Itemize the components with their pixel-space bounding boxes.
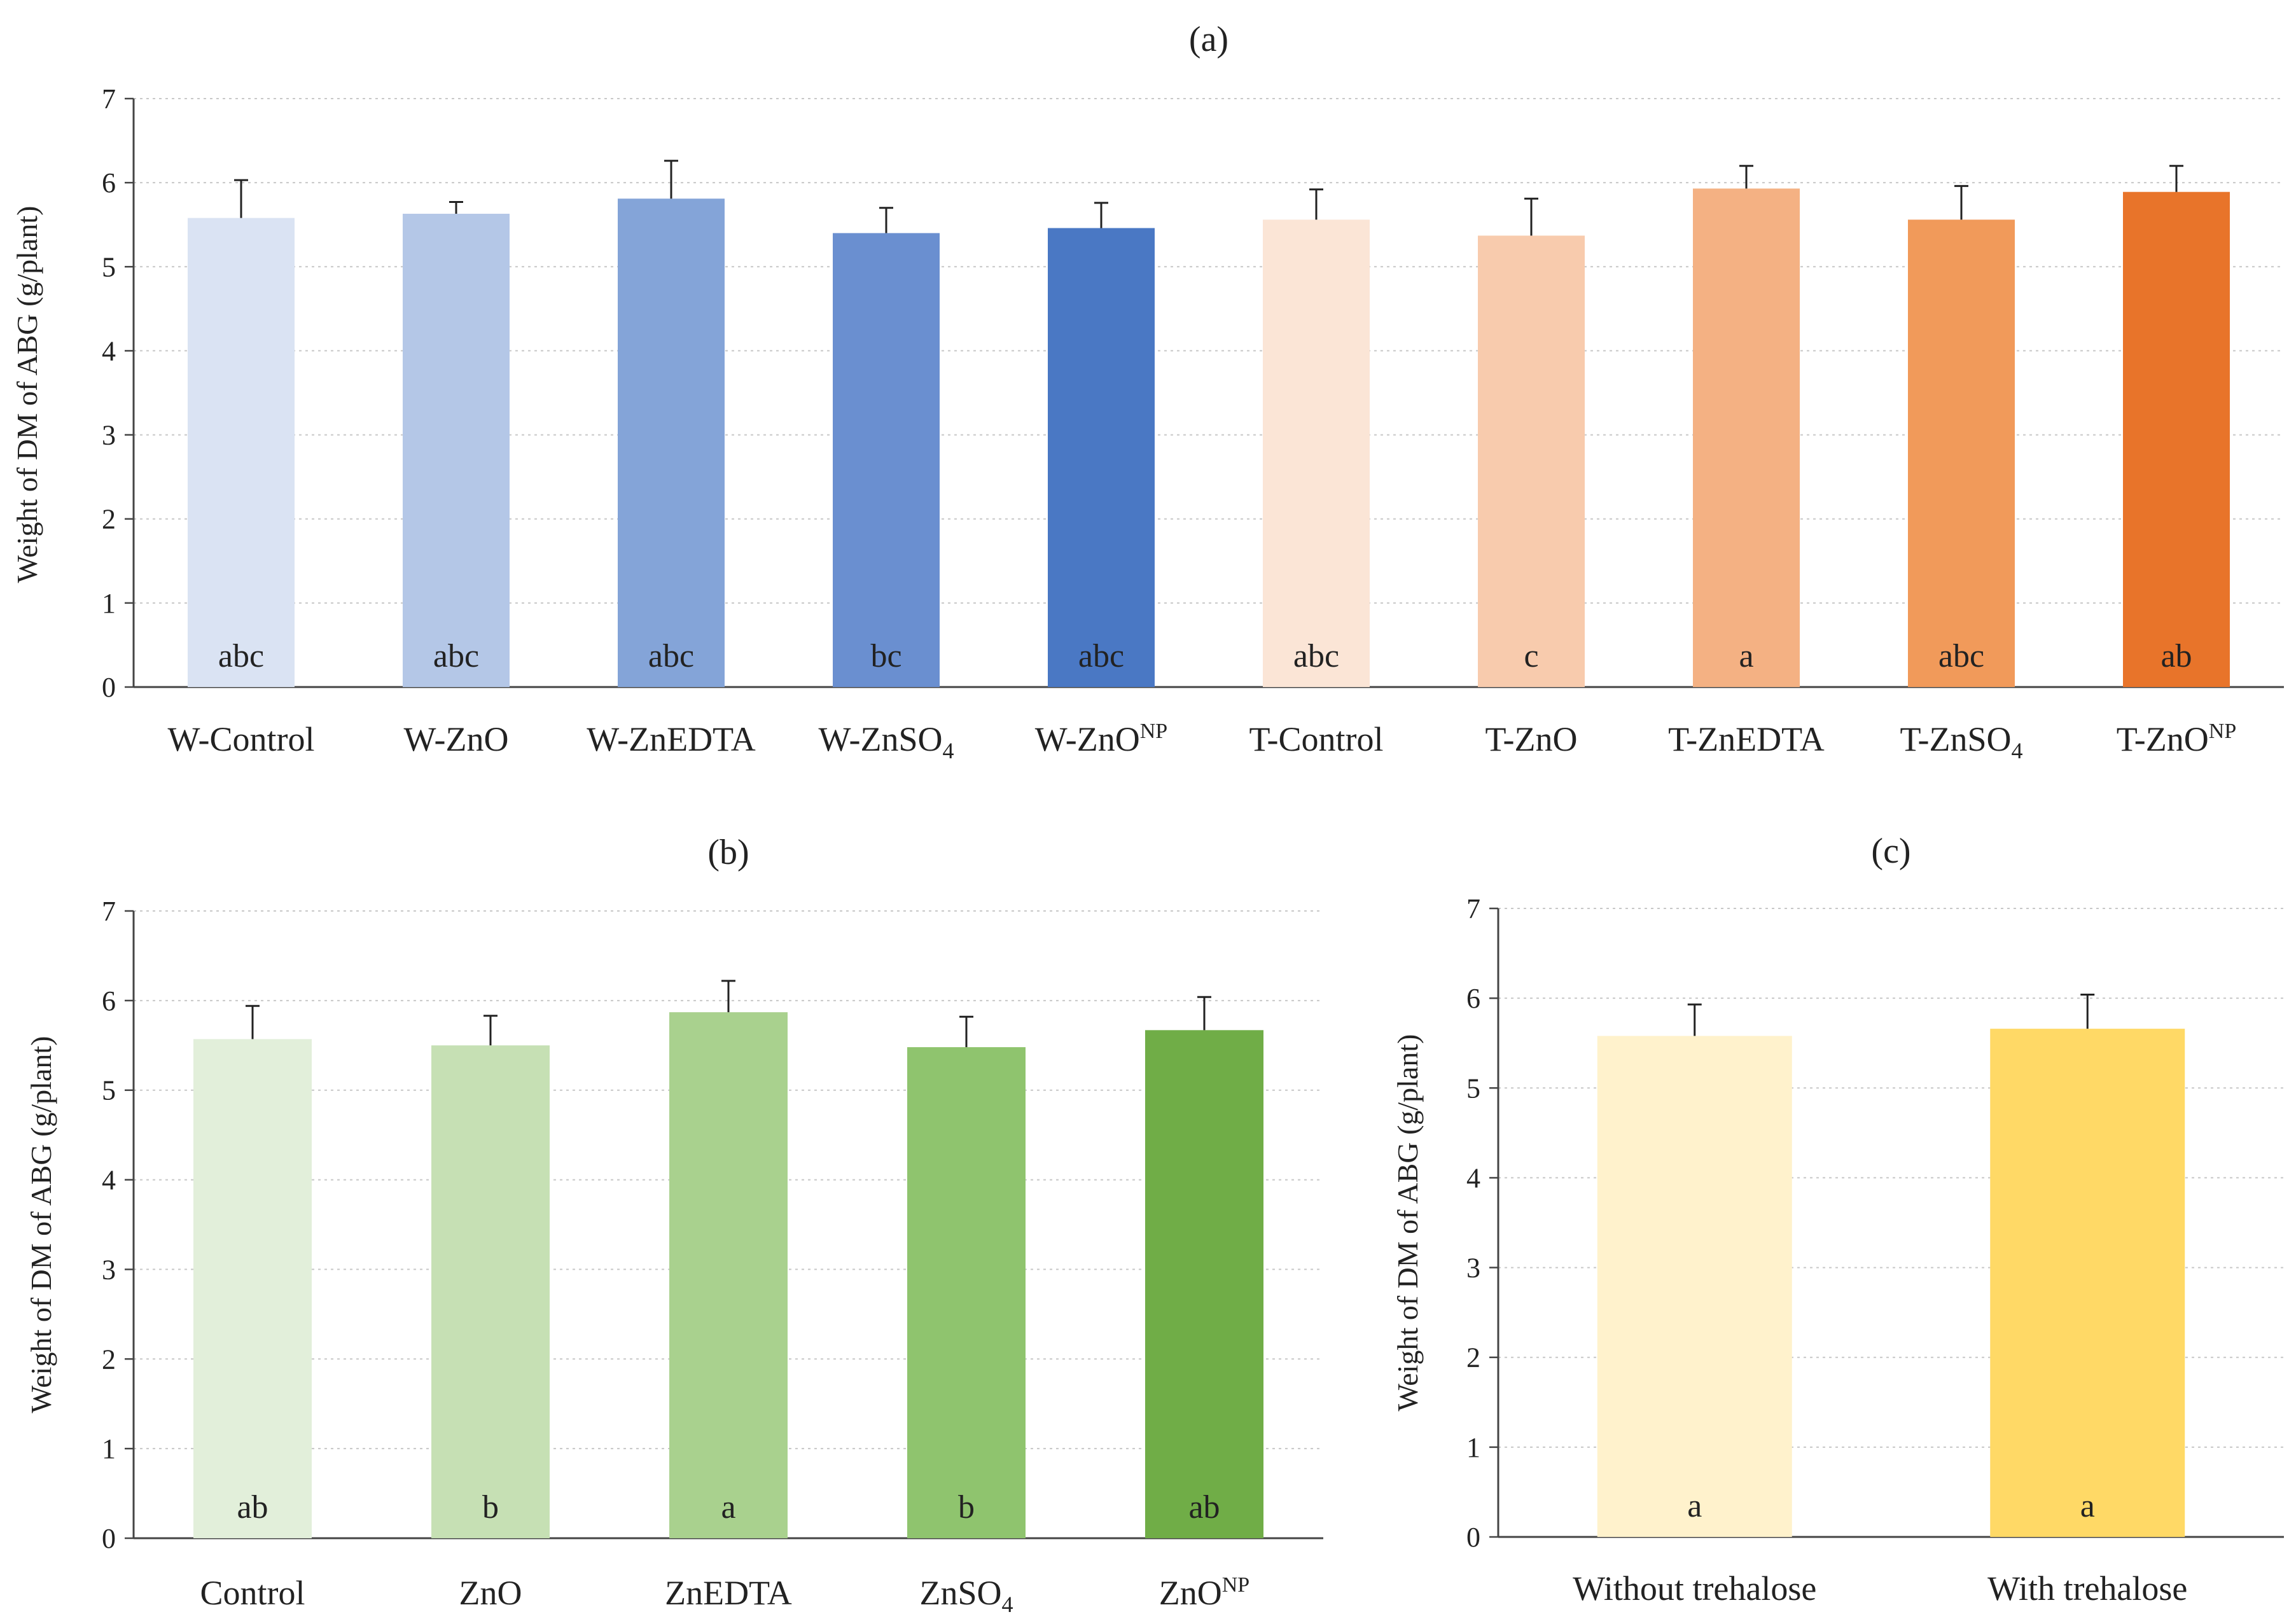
y-tick-label: 3 [1466,1253,1480,1284]
bar [193,1039,312,1538]
significance-label: b [482,1489,499,1525]
y-axis-label: Weight of DM of ABG (g/plant) [25,1036,57,1414]
bar [2123,191,2230,687]
y-tick-label: 4 [102,1165,116,1196]
significance-label: a [2080,1488,2095,1524]
x-tick-label: T-ZnO [1485,720,1578,758]
chart-panel-b: (b) 0 1 2 3 4 5 6 7 Weight of DM of ABG (g/plant)… [25,833,1323,1617]
y-tick-label: 2 [102,504,116,535]
significance-label: a [721,1489,735,1525]
chart-panel-a: (a) 0 1 2 3 4 5 6 7 Weight of DM of ABG (g/plant)… [11,20,2284,763]
x-tick-label: With trehalose [1987,1569,2187,1608]
y-tick-label: 1 [102,588,116,619]
panel-label: (a) [1189,20,1228,59]
significance-label: abc [648,638,694,674]
bar [403,214,510,687]
significance-label: c [1524,638,1538,674]
y-tick-label: 6 [1466,983,1480,1014]
x-tick-label: W-ZnEDTA [587,720,756,758]
bar [1145,1030,1263,1538]
y-tick-label: 6 [102,985,116,1017]
bar [833,233,940,687]
chart-panel-c: (c) 0 1 2 3 4 5 6 7 Weight of DM of ABG (g/plant)… [1391,831,2284,1608]
significance-label: abc [433,638,479,674]
significance-label: a [1739,638,1753,674]
significance-label: ab [2160,638,2192,674]
y-axis-label: Weight of DM of ABG (g/plant) [11,206,43,583]
x-tick-label: ZnSO4 [919,1574,1013,1617]
bar [1908,219,2015,687]
bar [188,218,295,688]
bar [1048,228,1155,687]
x-tick-label: Control [200,1574,305,1612]
y-tick-label: 5 [1466,1073,1480,1104]
x-tick-label: W-Control [168,720,315,758]
y-tick-label: 2 [102,1344,116,1375]
significance-label: a [1687,1488,1702,1524]
significance-label: abc [1938,638,1984,674]
bar [1597,1036,1792,1537]
y-tick-label: 7 [102,83,116,115]
y-tick-label: 5 [102,1075,116,1106]
y-tick-label: 1 [1466,1432,1480,1463]
x-tick-label: W-ZnONP [1035,719,1167,758]
y-tick-label: 7 [1466,893,1480,924]
y-tick-label: 0 [1466,1522,1480,1553]
y-axis-label: Weight of DM of ABG (g/plant) [1391,1034,1424,1412]
y-tick-label: 0 [102,1523,116,1554]
significance-label: ab [237,1489,268,1525]
y-tick-label: 1 [102,1433,116,1464]
significance-label: ab [1188,1489,1220,1525]
x-tick-label: ZnONP [1159,1573,1249,1612]
x-tick-label: ZnO [459,1574,522,1612]
bar [1990,1029,2185,1537]
bar [1263,219,1370,687]
x-tick-label: T-ZnEDTA [1668,720,1825,758]
y-tick-label: 4 [102,335,116,366]
y-tick-label: 2 [1466,1342,1480,1373]
y-tick-label: 3 [102,1254,116,1285]
x-tick-label: T-ZnONP [2117,719,2236,758]
bar [431,1045,550,1538]
x-tick-label: Without trehalose [1573,1569,1816,1608]
x-tick-label: T-Control [1249,720,1383,758]
significance-label: abc [1293,638,1339,674]
y-tick-label: 7 [102,896,116,927]
y-tick-label: 3 [102,420,116,451]
bar [1478,235,1585,688]
x-tick-label: W-ZnO [404,720,509,758]
y-tick-label: 5 [102,251,116,282]
significance-label: b [958,1489,975,1525]
bar [618,198,725,687]
y-tick-label: 0 [102,672,116,703]
x-tick-label: ZnEDTA [665,1574,792,1612]
panel-label: (c) [1871,831,1910,871]
significance-label: abc [1078,638,1124,674]
bar [669,1012,788,1538]
significance-label: abc [218,638,264,674]
y-tick-label: 6 [102,167,116,198]
significance-label: bc [870,638,901,674]
x-tick-label: T-ZnSO4 [1900,720,2022,763]
x-tick-label: W-ZnSO4 [819,720,954,763]
y-tick-label: 4 [1466,1162,1480,1193]
bar [907,1047,1026,1538]
bar [1693,188,1800,688]
panel-label: (b) [707,833,749,872]
